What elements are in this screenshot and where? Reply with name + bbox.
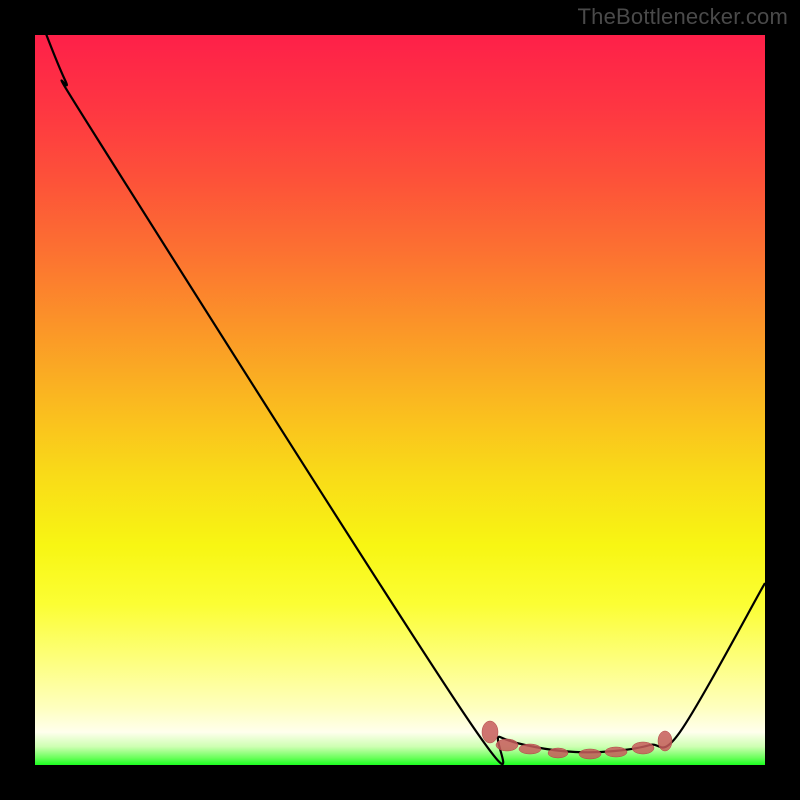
chart-plot-area xyxy=(35,35,765,765)
curve-mark xyxy=(548,748,568,758)
curve-mark xyxy=(496,739,518,751)
watermark-text: TheBottlenecker.com xyxy=(578,4,788,30)
curve-mark xyxy=(519,744,541,754)
chart-curve xyxy=(35,35,765,765)
curve-mark xyxy=(605,747,627,757)
curve-mark xyxy=(658,731,672,751)
curve-mark xyxy=(632,742,654,754)
curve-mark xyxy=(579,749,601,759)
curve-mark xyxy=(482,721,498,743)
